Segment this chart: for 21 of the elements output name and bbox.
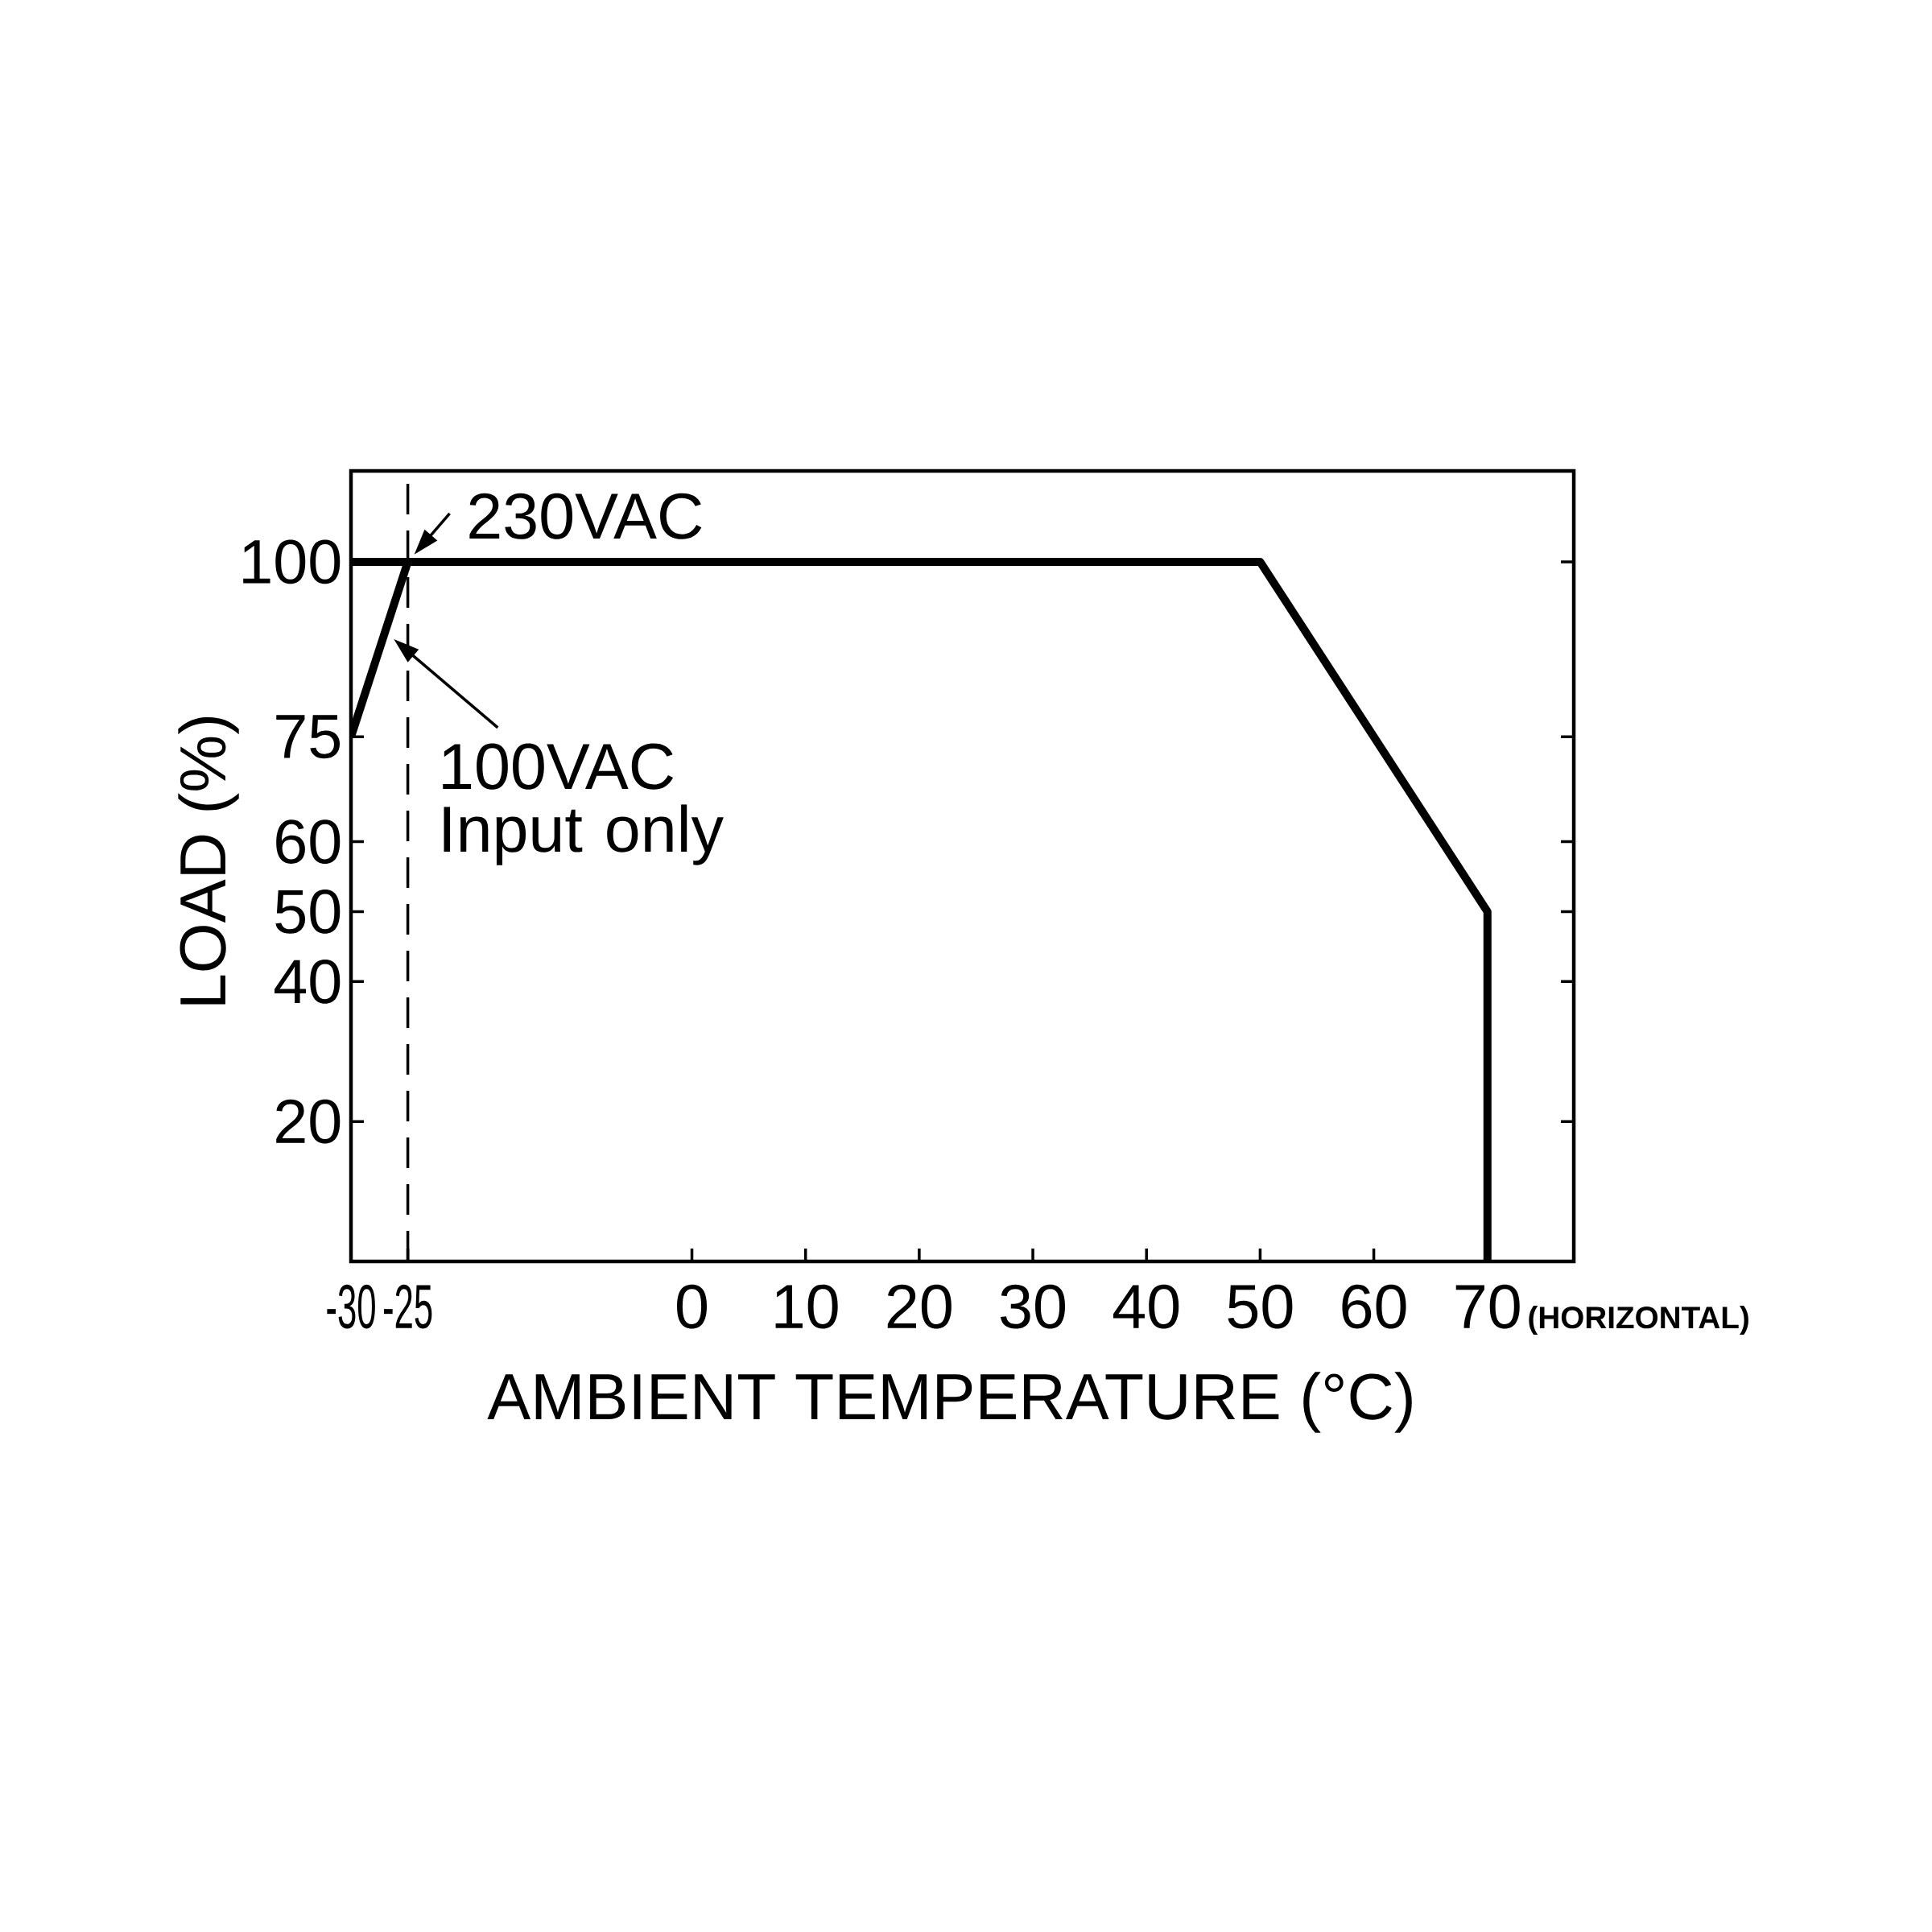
x-tick-label: -25	[383, 1284, 432, 1329]
x-tick-label: 70	[1455, 1284, 1520, 1329]
x-tick-label: 50	[1228, 1284, 1293, 1329]
y-axis-title: LOAD (%)	[178, 716, 239, 1005]
y-tick-label: 100	[243, 539, 341, 584]
annotation: 230VAC	[469, 493, 702, 539]
y-tick-label: 40	[275, 959, 341, 1004]
text: (HORIZONTAL)	[1529, 1305, 1748, 1335]
y-tick-label: 60	[276, 819, 341, 864]
x-tick-label: 10	[775, 1284, 838, 1329]
x-axis-title: AMBIENT TEMPERATURE (°C)	[487, 1372, 1412, 1433]
x-tick-label: 60	[1342, 1284, 1406, 1329]
y-tick-label: 75	[276, 715, 341, 759]
x-tick-label: 0	[677, 1284, 707, 1329]
x-tick-label: -30	[327, 1284, 375, 1329]
y-tick-label: 50	[275, 890, 341, 934]
x-tick-label: 20	[887, 1284, 952, 1329]
y-tick-label: 20	[276, 1099, 341, 1144]
x-tick-label: 30	[1000, 1284, 1065, 1329]
annotation: 100VAC Input only	[443, 743, 724, 865]
x-tick-label: 40	[1113, 1284, 1179, 1329]
